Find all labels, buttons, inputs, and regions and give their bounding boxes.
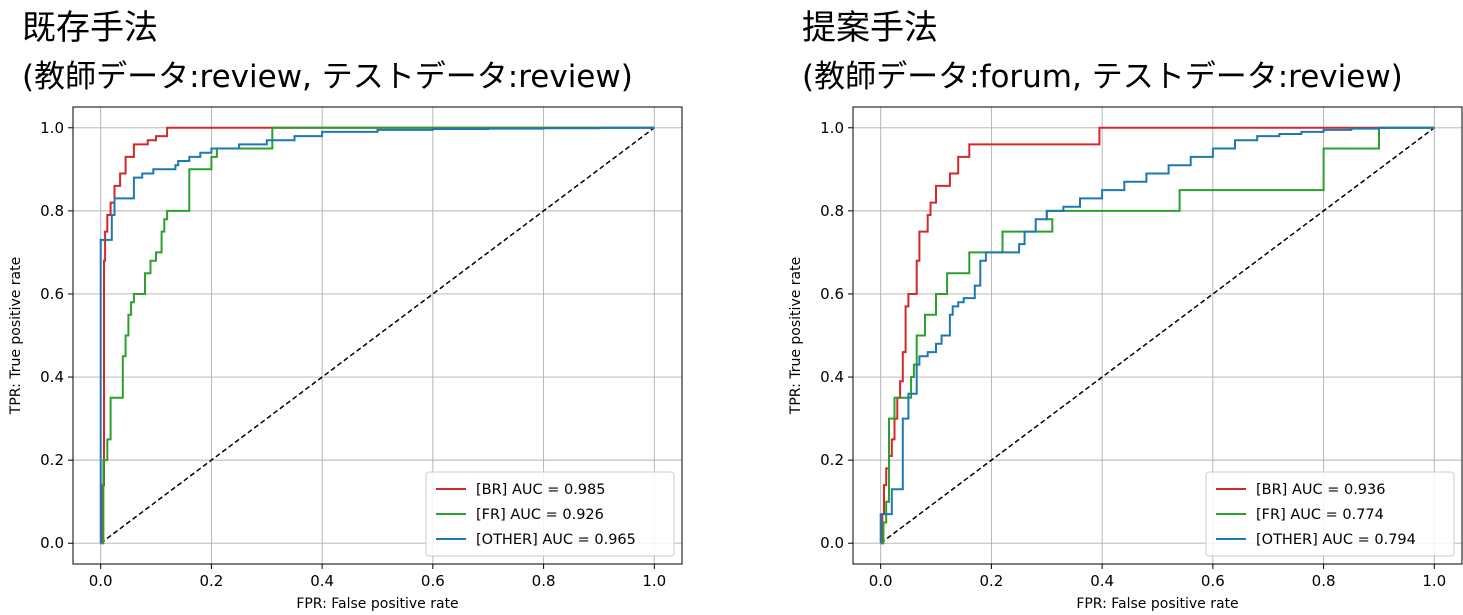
- x-tick-label: 0.4: [310, 572, 334, 590]
- legend-label: [OTHER] AUC = 0.794: [1256, 532, 1416, 548]
- legend-label: [FR] AUC = 0.774: [1256, 507, 1384, 523]
- y-tick-label: 0.6: [40, 285, 64, 303]
- legend: [BR] AUC = 0.985 [FR] AUC = 0.926 [OTHER] …: [425, 471, 675, 557]
- series-line: [100, 126, 655, 545]
- plot-frame: [852, 106, 1463, 565]
- x-tick-label: 0.6: [421, 572, 445, 590]
- x-tick-label: 0.6: [1201, 572, 1225, 590]
- x-tick-label: 0.8: [532, 572, 556, 590]
- x-tick-label: 0.2: [199, 572, 223, 590]
- x-tick-label: 0.2: [979, 572, 1003, 590]
- y-tick-label: 0.6: [820, 285, 844, 303]
- x-axis-label: FPR: False positive rate: [1076, 596, 1238, 612]
- y-tick-label: 0.4: [40, 368, 64, 386]
- legend-label: [FR] AUC = 0.926: [476, 507, 604, 523]
- series-line: [100, 126, 655, 545]
- chart-title: 既存手法: [22, 8, 158, 48]
- legend-box: [1205, 471, 1455, 557]
- series-line: [879, 126, 1435, 544]
- y-axis-label: TPR: True positive rate: [788, 257, 804, 415]
- y-tick-label: 1.0: [820, 119, 844, 137]
- y-tick-label: 0.2: [820, 451, 844, 469]
- roc-panel-proposed: 提案手法 (教師データ:forum, テストデータ:review) 0.0 0.2…: [780, 0, 1463, 615]
- y-tick-label: 0.4: [820, 368, 844, 386]
- y-tick-label: 0.8: [40, 202, 64, 220]
- roc-chart-existing: 0.0 0.2 0.4 0.6 0.8 1.0 0.0 0.2 0.4 0.6 0.8 1.0 FPR:…: [8, 106, 683, 612]
- x-tick-label: 1.0: [642, 572, 666, 590]
- y-axis-label: TPR: True positive rate: [8, 257, 24, 415]
- legend-box: [425, 471, 675, 557]
- y-tick-label: 0.0: [820, 534, 844, 552]
- chance-diagonal-line: [880, 127, 1435, 544]
- x-tick-label: 1.0: [1422, 572, 1446, 590]
- x-tick-label: 0.0: [89, 572, 113, 590]
- plot-frame: [72, 106, 683, 565]
- legend-label: [OTHER] AUC = 0.965: [476, 532, 636, 548]
- y-tick-label: 0.2: [40, 451, 64, 469]
- chance-diagonal-line: [100, 127, 655, 544]
- x-tick-label: 0.8: [1312, 572, 1336, 590]
- y-tick-label: 0.0: [40, 534, 64, 552]
- chart-subtitle: (教師データ:review, テストデータ:review): [22, 59, 633, 95]
- x-axis-label: FPR: False positive rate: [296, 596, 458, 612]
- y-tick-label: 0.8: [820, 202, 844, 220]
- series-line: [880, 126, 1435, 545]
- y-tick-label: 1.0: [40, 119, 64, 137]
- chart-title: 提案手法: [802, 8, 938, 48]
- legend: [BR] AUC = 0.936 [FR] AUC = 0.774 [OTHER] …: [1205, 471, 1455, 557]
- roc-panel-existing: 既存手法 (教師データ:review, テストデータ:review) 0.0 0.…: [0, 0, 720, 615]
- x-tick-label: 0.4: [1090, 572, 1114, 590]
- legend-label: [BR] AUC = 0.936: [1256, 482, 1385, 498]
- chart-subtitle: (教師データ:forum, テストデータ:review): [802, 59, 1403, 95]
- series-line: [99, 126, 655, 544]
- roc-chart-proposed: 0.0 0.2 0.4 0.6 0.8 1.0 0.0 0.2 0.4 0.6 0.8 1.0 FPR:…: [788, 106, 1463, 612]
- legend-label: [BR] AUC = 0.985: [476, 482, 605, 498]
- x-tick-label: 0.0: [869, 572, 893, 590]
